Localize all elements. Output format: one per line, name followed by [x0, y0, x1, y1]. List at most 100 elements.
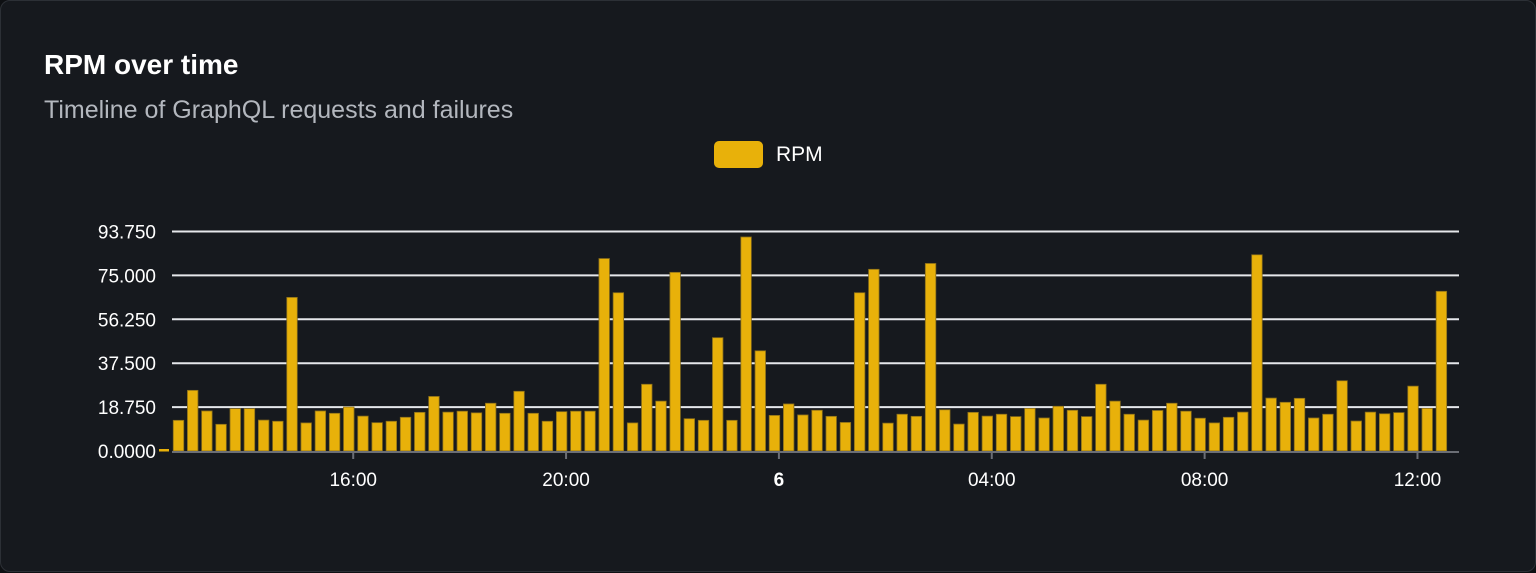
bar: [882, 422, 894, 452]
bar: [1293, 397, 1306, 452]
bar: [655, 400, 667, 452]
bar: [570, 410, 582, 452]
bar: [272, 420, 284, 452]
bar: [371, 422, 383, 452]
bar: [414, 411, 426, 452]
legend-label: RPM: [776, 142, 823, 166]
bar: [641, 383, 653, 452]
x-tick-label: 20:00: [542, 470, 590, 491]
bar: [1095, 383, 1107, 452]
bar: [1407, 385, 1419, 452]
bar: [1208, 422, 1221, 452]
bar: [1350, 420, 1362, 452]
chart-title: RPM over time: [44, 49, 239, 80]
bar: [513, 390, 525, 452]
bar: [669, 271, 681, 452]
bar: [300, 422, 312, 452]
bar: [442, 411, 454, 452]
bar: [1379, 413, 1391, 452]
bar: [215, 423, 227, 452]
bar: [626, 422, 639, 452]
bar: [428, 396, 440, 452]
bar: [783, 403, 795, 452]
bar: [541, 420, 554, 452]
bar: [1336, 380, 1348, 452]
bar: [612, 292, 625, 452]
bar: [1222, 416, 1235, 452]
bar: [768, 415, 781, 452]
legend-item-rpm[interactable]: RPM: [714, 141, 823, 168]
x-tick-label: 04:00: [968, 470, 1016, 491]
bar: [953, 423, 965, 452]
bar: [385, 420, 398, 452]
bar: [995, 413, 1008, 452]
bar: [1237, 411, 1249, 452]
legend-swatch: [714, 141, 763, 168]
bar: [314, 410, 327, 452]
bar: [1109, 400, 1121, 452]
bar: [1081, 416, 1093, 452]
bar: [1123, 413, 1135, 452]
bar: [726, 419, 738, 452]
bar: [243, 408, 256, 452]
bar: [967, 411, 979, 452]
bar: [896, 413, 908, 452]
bar: [555, 411, 568, 452]
bar: [797, 414, 809, 452]
bar: [172, 419, 185, 452]
bar: [1364, 411, 1377, 452]
x-tick-label: 6: [774, 470, 785, 491]
bar: [598, 258, 610, 452]
y-tick-label: 56.250: [98, 310, 156, 331]
bar: [825, 415, 837, 452]
bar: [1265, 397, 1277, 452]
bar: [1010, 416, 1022, 452]
bar: [1151, 410, 1164, 452]
bar: [1421, 407, 1433, 452]
bar: [868, 268, 880, 452]
bar: [1279, 401, 1291, 452]
bar: [1251, 254, 1263, 452]
bar: [683, 418, 695, 452]
y-tick-label: 0.0000: [98, 442, 156, 463]
bar: [924, 263, 937, 452]
bar: [1038, 417, 1050, 452]
bar: [357, 415, 369, 452]
bar: [740, 236, 752, 452]
bar: [1322, 413, 1334, 452]
bar: [187, 389, 199, 452]
bar: [286, 297, 298, 452]
y-tick-label: 37.500: [98, 354, 156, 375]
bar: [201, 410, 213, 452]
bar: [1066, 409, 1079, 452]
bar: [1137, 419, 1150, 452]
zero-marker: [159, 449, 169, 452]
bar: [939, 409, 951, 452]
y-tick-label: 93.750: [98, 223, 156, 244]
bar: [839, 422, 852, 452]
bar: [584, 410, 596, 452]
bar: [754, 350, 766, 452]
bar: [1308, 417, 1320, 452]
bar: [257, 419, 270, 452]
bar: [981, 415, 993, 452]
bar: [1435, 290, 1448, 452]
bar: [456, 410, 468, 452]
bar: [527, 412, 539, 452]
chart-subtitle: Timeline of GraphQL requests and failure…: [44, 96, 514, 124]
bar: [1052, 405, 1064, 452]
x-tick-label: 08:00: [1181, 470, 1229, 491]
x-tick-label: 16:00: [329, 470, 377, 491]
bar: [328, 412, 341, 452]
bar: [811, 409, 823, 452]
bar: [1393, 412, 1405, 452]
bar: [1024, 407, 1036, 452]
bar: [485, 402, 497, 452]
bar: [343, 406, 355, 452]
bar: [499, 412, 511, 452]
bar: [399, 416, 412, 452]
bar: [853, 292, 866, 452]
bar: [697, 419, 710, 452]
